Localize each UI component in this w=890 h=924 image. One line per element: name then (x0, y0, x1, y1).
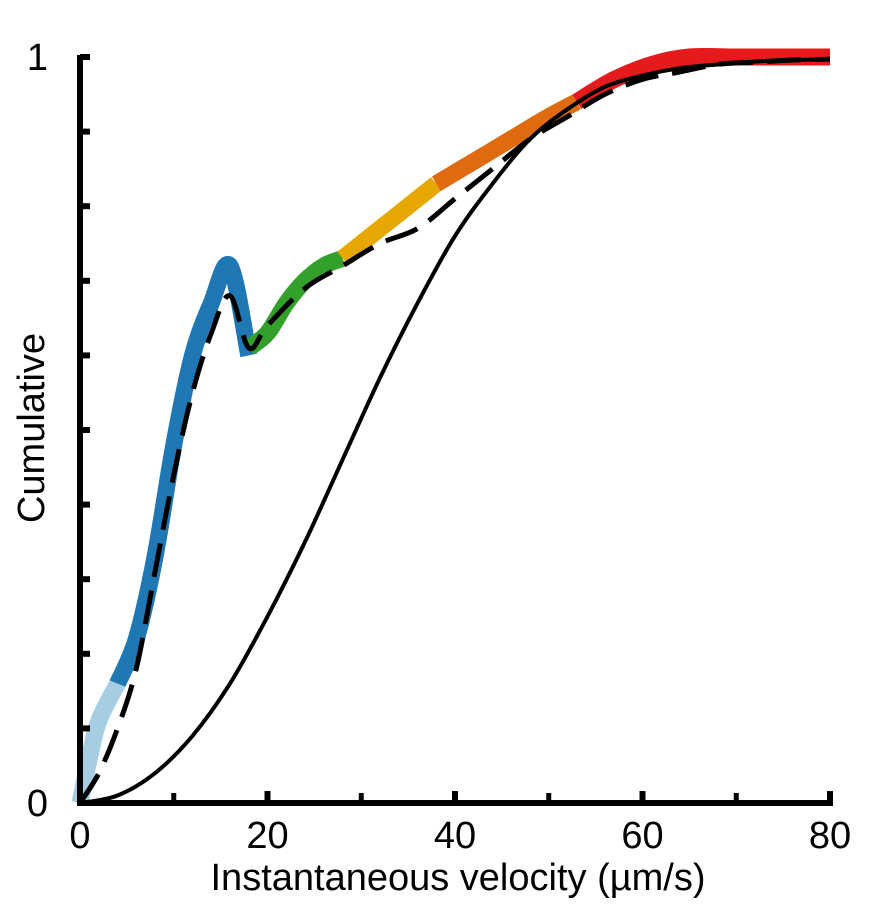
x-tick-label-3: 60 (621, 815, 663, 857)
solid-reference-curve (79, 57, 831, 805)
colored-curve-segment-6 (572, 47, 830, 110)
dashed-fit-curve (77, 56, 831, 805)
y-tick-label-0: 0 (27, 783, 48, 825)
colored-curve-segment-5 (431, 94, 581, 192)
y-tick-label-10: 1 (27, 37, 48, 79)
colored-curve-segment-1 (71, 679, 126, 805)
x-axis-label: Instantaneous velocity (µm/s) (211, 857, 706, 899)
colored-curve-segment-4 (337, 177, 442, 266)
colored-curve-segment-2 (109, 255, 258, 688)
x-tick-label-0: 0 (69, 815, 90, 857)
y-axis-label: Cumulative (11, 333, 53, 523)
x-tick-label-2: 40 (434, 815, 476, 857)
x-tick-label-4: 80 (809, 815, 851, 857)
curve-layer (71, 47, 831, 805)
tick-labels-layer: 0 20 40 60 80 0 1 (27, 37, 851, 857)
x-tick-label-1: 20 (246, 815, 288, 857)
colored-curve-segment-3 (243, 250, 346, 355)
axes-layer (77, 54, 833, 806)
